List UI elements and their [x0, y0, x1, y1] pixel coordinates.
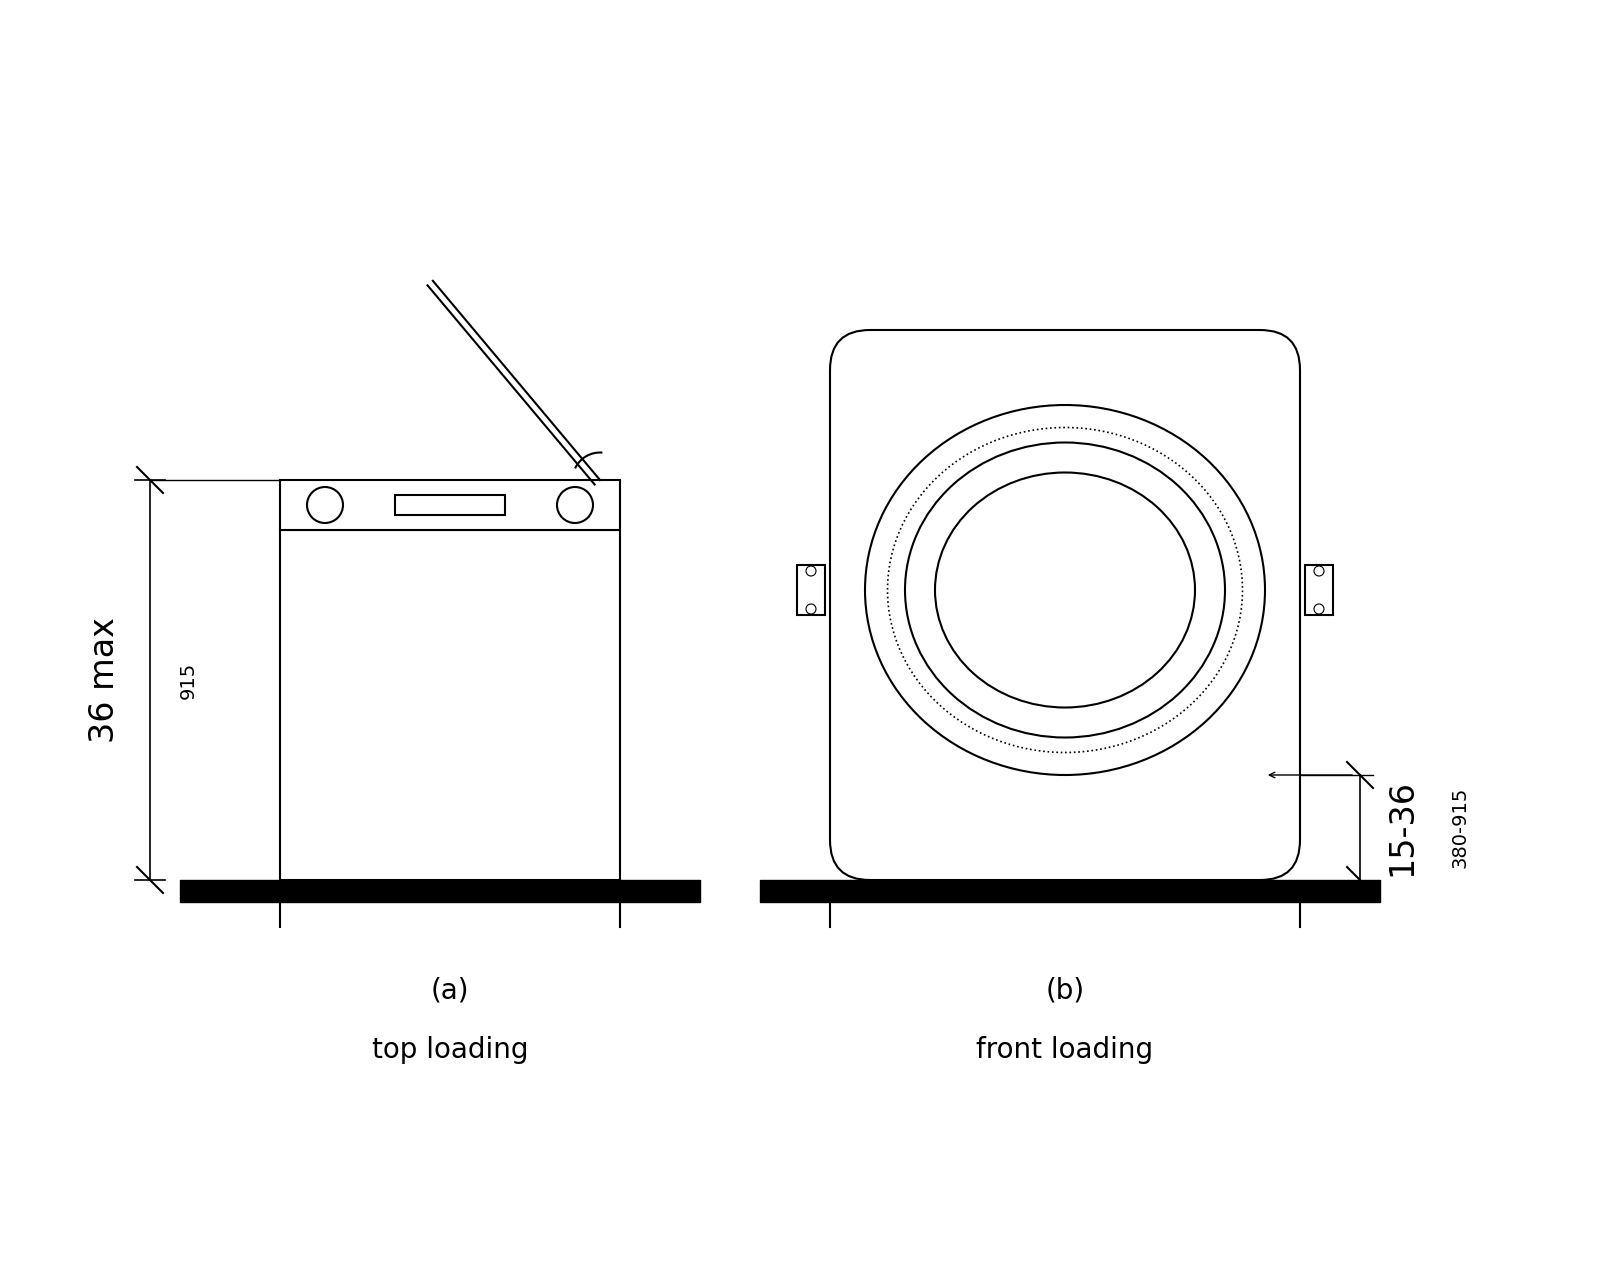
Circle shape: [806, 566, 816, 576]
Text: 915: 915: [179, 662, 197, 699]
Bar: [280, 480, 621, 530]
Text: (b): (b): [1045, 975, 1085, 1004]
Ellipse shape: [866, 404, 1266, 774]
Circle shape: [1314, 604, 1325, 614]
Circle shape: [806, 604, 816, 614]
Circle shape: [557, 486, 594, 524]
Text: top loading: top loading: [371, 1036, 528, 1064]
Text: 380-915: 380-915: [1451, 787, 1469, 868]
Circle shape: [307, 486, 342, 524]
Text: 15-36: 15-36: [1386, 780, 1419, 876]
Ellipse shape: [906, 443, 1226, 737]
Text: (a): (a): [430, 975, 469, 1004]
Bar: [280, 530, 621, 881]
Bar: [395, 495, 506, 515]
Text: front loading: front loading: [976, 1036, 1154, 1064]
Text: 36 max: 36 max: [88, 617, 122, 742]
Bar: [1306, 564, 1333, 614]
FancyBboxPatch shape: [830, 330, 1299, 881]
Bar: [797, 564, 826, 614]
Ellipse shape: [888, 428, 1243, 753]
Circle shape: [1314, 566, 1325, 576]
Ellipse shape: [934, 472, 1195, 708]
